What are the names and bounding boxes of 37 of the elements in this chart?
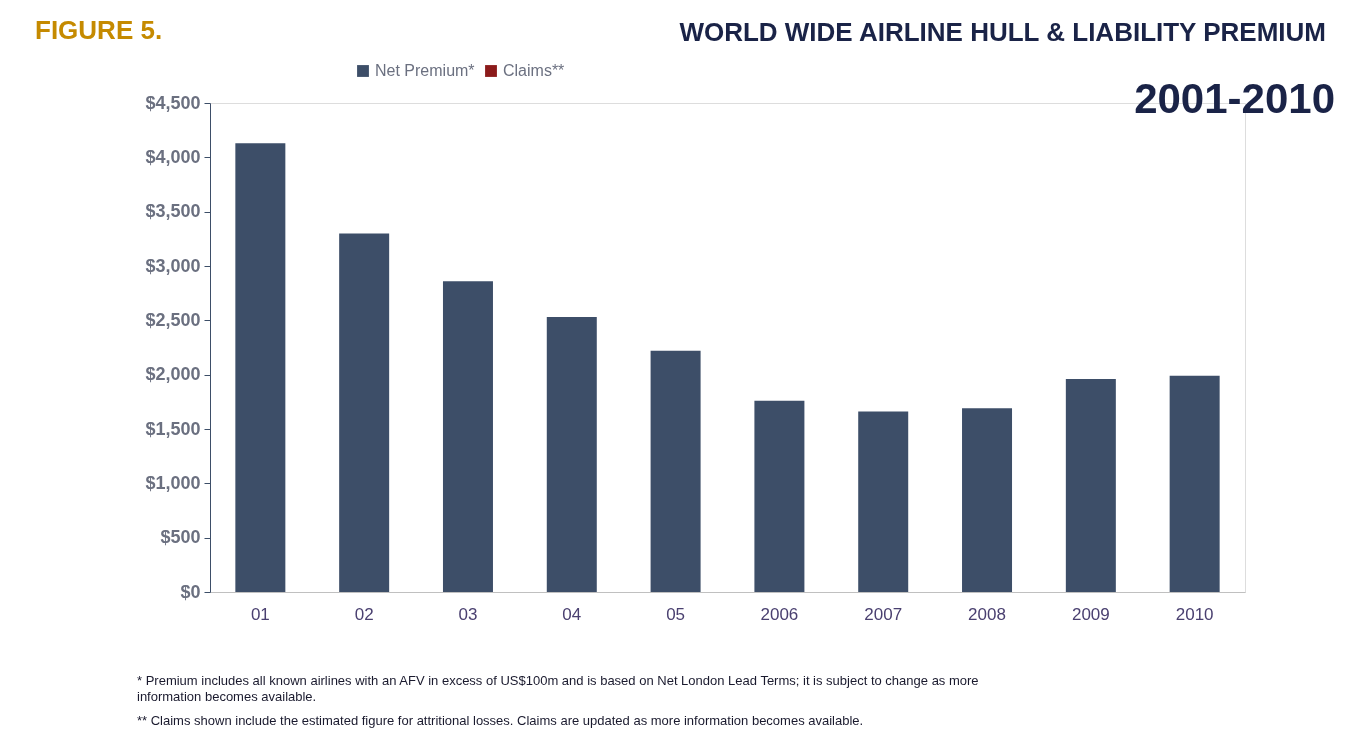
text: ** Claims shown include the estimated figure for attritional losses. Claims are updated as more information becomes available. xyxy=(137,713,864,728)
y-tick-label: $4,500 xyxy=(145,92,201,113)
bar xyxy=(546,317,597,592)
bar xyxy=(235,143,286,592)
x-tick-label: 2008 xyxy=(968,604,1006,624)
chart-subtitle: 2001-2010 xyxy=(1134,75,1335,122)
y-tick-label: $2,000 xyxy=(145,364,201,385)
y-tick-label: $3,500 xyxy=(145,201,201,222)
x-tick-label: 2009 xyxy=(1071,604,1110,624)
x-tick-label: 01 xyxy=(250,604,270,624)
y-tick-label: $1,000 xyxy=(145,472,201,493)
x-tick-label: 02 xyxy=(354,604,374,624)
y-tick-label: $2,500 xyxy=(145,309,201,330)
x-tick-label: 03 xyxy=(458,604,478,624)
x-tick-label: 05 xyxy=(666,604,686,624)
caption: FIGURE 5. xyxy=(35,15,163,45)
x-tick-label: 2007 xyxy=(864,604,903,624)
y-tick-label: $4,000 xyxy=(145,146,201,167)
bar xyxy=(339,233,390,592)
legend-label: Net Premium* xyxy=(375,62,475,79)
x-tick-label: 04 xyxy=(562,604,582,624)
bar xyxy=(962,408,1013,592)
y-tick-label: $500 xyxy=(160,527,201,548)
y-tick-label: $3,000 xyxy=(145,255,201,276)
text: * Premium includes all known airlines with an AFV in excess of US$100m and is based on Net London Lead Terms; it is subject to change as more information becomes available. xyxy=(137,673,979,704)
bar xyxy=(1169,375,1220,592)
chart-title: WORLD WIDE AIRLINE HULL & LIABILITY PREMIUM xyxy=(679,17,1326,47)
y-tick-label: $0 xyxy=(180,581,201,602)
y-tick-label: $1,500 xyxy=(145,418,201,439)
x-tick-label: 2006 xyxy=(760,604,799,624)
bar xyxy=(754,400,805,592)
bar xyxy=(650,350,701,592)
x-tick-label: 2010 xyxy=(1175,604,1214,624)
legend-label: Claims** xyxy=(503,62,565,79)
bar xyxy=(442,281,493,592)
bar xyxy=(858,411,909,592)
bar xyxy=(1065,379,1116,592)
